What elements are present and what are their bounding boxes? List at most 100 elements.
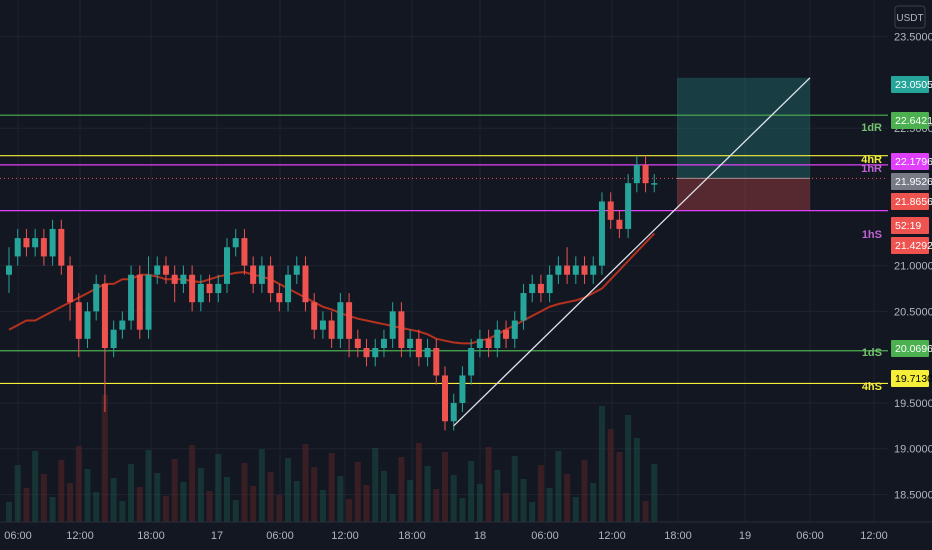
currency-label: USDT xyxy=(896,13,923,24)
currency-badge[interactable] xyxy=(894,5,926,29)
candle-body xyxy=(433,348,440,376)
candle-body xyxy=(494,329,501,348)
volume-bar xyxy=(40,474,47,522)
volume-bar xyxy=(468,461,475,522)
level-label-1hS: 1hS xyxy=(862,229,882,241)
price-tag-bg xyxy=(891,112,929,129)
candle-body xyxy=(250,265,257,284)
candle-body xyxy=(224,247,230,284)
price-tag-bg xyxy=(891,153,929,170)
price-tag-bg xyxy=(891,76,929,93)
candle-body xyxy=(110,329,117,348)
candle-body xyxy=(145,274,152,330)
take-profit-zone[interactable] xyxy=(677,77,810,179)
candle-body xyxy=(276,293,283,303)
candle-body xyxy=(119,320,126,330)
time-tick-label: 06:00 xyxy=(4,530,32,542)
candle-body xyxy=(23,238,30,248)
volume-bar xyxy=(328,453,335,522)
candle-body xyxy=(476,338,483,348)
candle-body xyxy=(546,274,553,294)
trendline-segment[interactable] xyxy=(453,77,811,427)
volume-bar xyxy=(642,501,649,522)
stop-loss-zone[interactable] xyxy=(677,178,810,211)
grid xyxy=(0,0,888,522)
level-label-4hS: 4hS xyxy=(862,381,882,393)
candle-body xyxy=(520,293,527,321)
volume-bar xyxy=(581,460,588,522)
candle-body xyxy=(372,348,379,358)
candle-body xyxy=(572,265,579,275)
volume-bar xyxy=(346,499,353,522)
price-tag-bg xyxy=(891,370,929,387)
candle-body xyxy=(380,338,387,348)
volume-bar xyxy=(616,452,623,522)
support-resistance-levels xyxy=(0,114,888,385)
price-tag-bg xyxy=(891,340,929,357)
volume-bar xyxy=(232,500,239,522)
candle-body xyxy=(485,338,492,348)
candle-body xyxy=(302,265,309,303)
candle-body xyxy=(241,238,248,266)
candle-body xyxy=(258,265,265,284)
time-tick-label: 12:00 xyxy=(66,530,94,542)
volume-bar xyxy=(424,466,431,522)
volume-bar xyxy=(171,459,178,522)
price-tag-label: 22.6421 xyxy=(895,115,932,127)
price-tag-label: 20.0696 xyxy=(895,343,932,355)
ma-line xyxy=(8,232,656,345)
candle-body xyxy=(311,302,318,330)
volume-bar xyxy=(145,450,152,522)
volume-bar xyxy=(258,449,265,522)
volume-bar xyxy=(590,483,597,522)
volume-bar xyxy=(119,501,126,522)
volume-bar xyxy=(625,415,632,522)
candle-body xyxy=(128,274,135,321)
price-tag-label: 21.4292 xyxy=(895,240,932,252)
volume-bar xyxy=(476,484,483,522)
volume-bar xyxy=(354,462,361,522)
candle-body xyxy=(616,219,623,229)
volume-bar xyxy=(224,477,230,522)
time-tick-label: 12:00 xyxy=(331,530,359,542)
volume-bar xyxy=(372,448,379,522)
candle-body xyxy=(590,265,597,275)
candle-body xyxy=(346,302,353,339)
candle-body xyxy=(415,338,422,358)
price-tag-bg xyxy=(891,173,929,190)
candle-body xyxy=(40,238,47,257)
candle-body xyxy=(555,265,562,275)
volume-bar xyxy=(337,476,344,522)
candle-body xyxy=(162,265,169,275)
candle-body xyxy=(67,265,74,303)
volume-bar xyxy=(75,446,82,522)
candle-body xyxy=(459,375,466,403)
price-tag-bg xyxy=(891,217,929,234)
volume-bar xyxy=(529,502,536,522)
volume-bar xyxy=(14,465,21,522)
candle-body xyxy=(75,302,82,339)
time-tick-label: 18:00 xyxy=(664,530,692,542)
candle-body xyxy=(84,311,91,339)
candle-body xyxy=(154,265,161,275)
volume-bar xyxy=(189,445,196,522)
volume-bar xyxy=(67,483,74,522)
volume-bar xyxy=(598,406,605,522)
volume-bar xyxy=(267,472,274,522)
time-tick-label: 17 xyxy=(211,530,223,542)
volume-bar xyxy=(101,395,108,522)
trendline[interactable] xyxy=(453,77,811,427)
time-tick-label: 18 xyxy=(474,530,486,542)
candle-body xyxy=(633,164,640,184)
volume-bar xyxy=(84,469,91,522)
time-tick-label: 12:00 xyxy=(598,530,626,542)
long-position-tool[interactable] xyxy=(677,77,810,211)
volume-bar xyxy=(564,474,571,522)
volume-bar xyxy=(651,464,658,522)
volume-bar xyxy=(128,464,135,522)
price-tags: 23.0505 22.6421 22.1796 21.9526 21.8656 52:19… xyxy=(891,76,932,387)
volume-bar xyxy=(415,443,422,522)
volume-bar xyxy=(572,497,579,522)
